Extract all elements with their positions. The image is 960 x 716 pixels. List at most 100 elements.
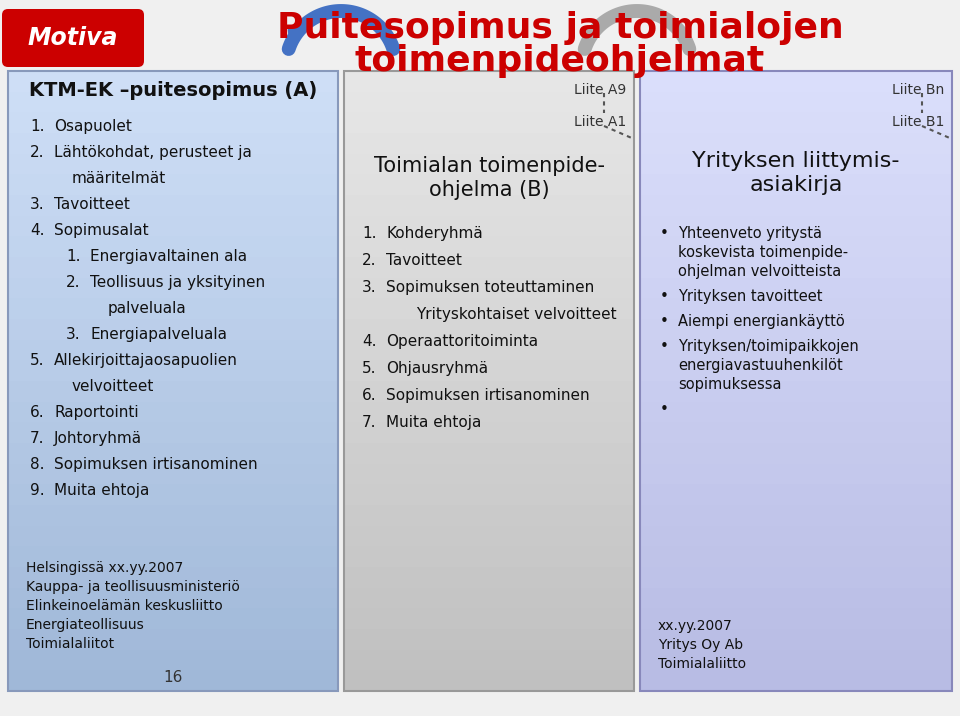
- Bar: [8, 546, 338, 567]
- Bar: [640, 194, 952, 216]
- Text: Puitesopimus ja toimialojen: Puitesopimus ja toimialojen: [276, 11, 844, 45]
- Text: •: •: [660, 226, 669, 241]
- Bar: [640, 236, 952, 257]
- Bar: [344, 380, 634, 402]
- Bar: [8, 669, 338, 691]
- Bar: [344, 421, 634, 443]
- Text: 6.: 6.: [362, 388, 376, 403]
- Text: Teollisuus ja yksityinen: Teollisuus ja yksityinen: [90, 275, 265, 290]
- Text: KTM-EK –puitesopimus (A): KTM-EK –puitesopimus (A): [29, 82, 317, 100]
- Text: Yrityksen/toimipaikkojen
energiavastuuhenkilöt
sopimuksessa: Yrityksen/toimipaikkojen energiavastuuhe…: [678, 339, 859, 392]
- Bar: [640, 91, 952, 112]
- Text: määritelmät: määritelmät: [72, 171, 166, 186]
- Bar: [8, 276, 338, 299]
- Text: 2.: 2.: [66, 275, 81, 290]
- Bar: [344, 132, 634, 154]
- Bar: [640, 649, 952, 670]
- Bar: [344, 215, 634, 236]
- Bar: [344, 91, 634, 112]
- Bar: [344, 607, 634, 629]
- Bar: [8, 586, 338, 609]
- Bar: [8, 132, 338, 154]
- Bar: [344, 339, 634, 360]
- Bar: [8, 318, 338, 339]
- Text: Toimialaliitto: Toimialaliitto: [658, 657, 746, 671]
- Text: xx.yy.2007: xx.yy.2007: [658, 619, 732, 633]
- Bar: [8, 628, 338, 649]
- Bar: [8, 401, 338, 422]
- Text: Kohderyhmä: Kohderyhmä: [386, 226, 483, 241]
- Bar: [344, 546, 634, 567]
- Bar: [640, 566, 952, 588]
- Text: Liite Bn: Liite Bn: [892, 83, 944, 97]
- Bar: [640, 586, 952, 609]
- Bar: [640, 70, 952, 92]
- Bar: [640, 607, 952, 629]
- Text: 3.: 3.: [362, 280, 376, 295]
- Text: Elinkeinoelämän keskusliitto: Elinkeinoelämän keskusliitto: [26, 599, 223, 613]
- Text: Yrityksen liittymis-
asiakirja: Yrityksen liittymis- asiakirja: [692, 151, 900, 195]
- Bar: [344, 628, 634, 649]
- Bar: [344, 566, 634, 588]
- Bar: [344, 297, 634, 319]
- Text: 3.: 3.: [30, 197, 44, 212]
- Bar: [8, 359, 338, 381]
- Text: Tavoitteet: Tavoitteet: [54, 197, 130, 212]
- Text: Muita ehtoja: Muita ehtoja: [54, 483, 150, 498]
- Bar: [640, 318, 952, 339]
- Text: Yrityskohtaiset velvoitteet: Yrityskohtaiset velvoitteet: [416, 307, 616, 322]
- Bar: [8, 339, 338, 360]
- Bar: [640, 483, 952, 505]
- Text: •: •: [660, 402, 669, 417]
- Text: 9.: 9.: [30, 483, 44, 498]
- Bar: [344, 236, 634, 257]
- Text: 1.: 1.: [30, 119, 44, 134]
- Text: Operaattoritoiminta: Operaattoritoiminta: [386, 334, 539, 349]
- Text: palveluala: palveluala: [108, 301, 187, 316]
- Text: Toimialan toimenpide-
ohjelma (B): Toimialan toimenpide- ohjelma (B): [373, 156, 605, 200]
- Bar: [344, 70, 634, 92]
- Text: 8.: 8.: [30, 457, 44, 472]
- Bar: [640, 401, 952, 422]
- Text: Kauppa- ja teollisuusministeriö: Kauppa- ja teollisuusministeriö: [26, 580, 240, 594]
- Text: 1.: 1.: [66, 249, 81, 264]
- Bar: [640, 359, 952, 381]
- Bar: [8, 173, 338, 195]
- Bar: [8, 649, 338, 670]
- Bar: [8, 504, 338, 526]
- Bar: [344, 173, 634, 195]
- Bar: [8, 236, 338, 257]
- Text: 16: 16: [163, 669, 182, 684]
- Bar: [8, 194, 338, 216]
- Bar: [8, 91, 338, 112]
- Text: Motiva: Motiva: [28, 26, 118, 50]
- Text: Energiapalveluala: Energiapalveluala: [90, 327, 227, 342]
- Bar: [640, 153, 952, 174]
- Bar: [640, 442, 952, 464]
- Text: Allekirjoittajaosapuolien: Allekirjoittajaosapuolien: [54, 353, 238, 368]
- Text: 2.: 2.: [362, 253, 376, 268]
- Bar: [8, 421, 338, 443]
- Text: Muita ehtoja: Muita ehtoja: [386, 415, 481, 430]
- Bar: [640, 463, 952, 484]
- Text: Yhteenveto yritystä
koskevista toimenpide-
ohjelman velvoitteista: Yhteenveto yritystä koskevista toimenpid…: [678, 226, 848, 279]
- Text: Liite B1: Liite B1: [892, 115, 944, 129]
- Text: •: •: [660, 339, 669, 354]
- Bar: [640, 173, 952, 195]
- Text: 1.: 1.: [362, 226, 376, 241]
- Bar: [8, 70, 338, 92]
- Bar: [640, 215, 952, 236]
- Text: Sopimusalat: Sopimusalat: [54, 223, 149, 238]
- Text: Johtoryhmä: Johtoryhmä: [54, 431, 142, 446]
- Text: 3.: 3.: [66, 327, 81, 342]
- Bar: [8, 463, 338, 484]
- Text: •: •: [660, 289, 669, 304]
- Bar: [344, 669, 634, 691]
- Text: 2.: 2.: [30, 145, 44, 160]
- Bar: [640, 504, 952, 526]
- Bar: [640, 380, 952, 402]
- Text: toimenpideohjelmat: toimenpideohjelmat: [355, 44, 765, 78]
- Text: 7.: 7.: [30, 431, 44, 446]
- Bar: [8, 380, 338, 402]
- Bar: [640, 669, 952, 691]
